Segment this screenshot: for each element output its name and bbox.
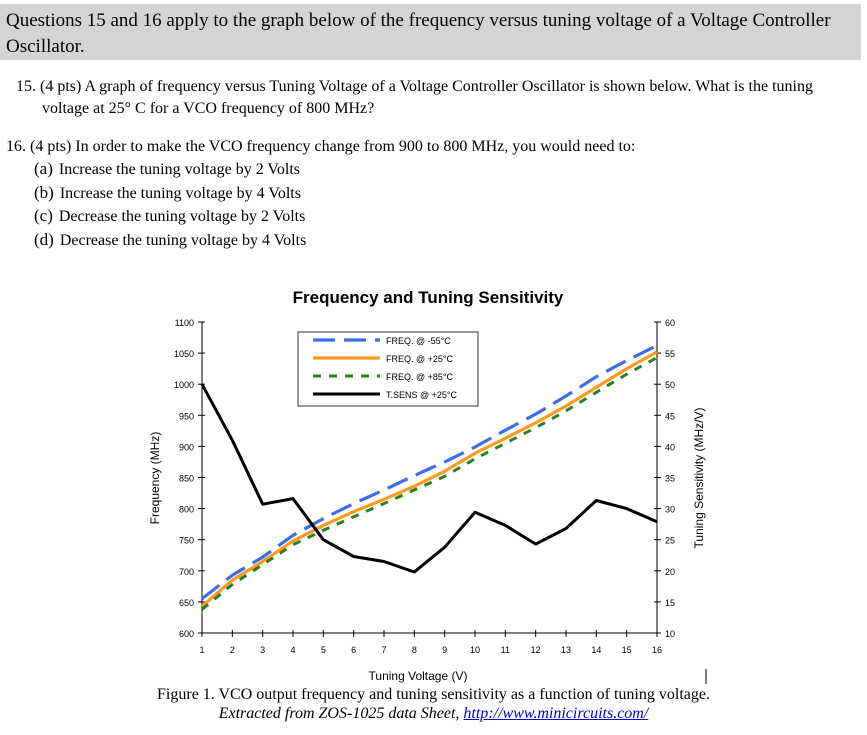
option-b-text: Increase the tuning voltage by 4 Volts bbox=[59, 184, 301, 202]
option-a: (a) Increase the tuning voltage by 2 Volt… bbox=[34, 158, 306, 182]
x-tick-label: 14 bbox=[591, 645, 601, 655]
plot-area: 6006507007508008509009501000105011001015… bbox=[174, 318, 675, 655]
figure-caption: Figure 1. VCO output frequency and tunin… bbox=[157, 686, 710, 703]
y2-tick-label: 20 bbox=[665, 567, 675, 577]
section-header: Questions 15 and 16 apply to the graph b… bbox=[6, 10, 831, 57]
option-b-letter: (b) bbox=[34, 182, 54, 202]
y2-axis-label: Tuning Sensitivity (MHz/V) bbox=[692, 408, 706, 549]
y-tick-label: 1050 bbox=[174, 349, 194, 359]
x-tick-label: 4 bbox=[290, 645, 295, 655]
series-line-3 bbox=[201, 356, 658, 611]
x-tick-label: 8 bbox=[412, 645, 417, 655]
question-16-options: (a) Increase the tuning voltage by 2 Volt… bbox=[34, 158, 306, 253]
y2-tick-label: 60 bbox=[665, 318, 675, 328]
header-highlight bbox=[0, 4, 861, 60]
x-axis-label: Tuning Voltage (V) bbox=[369, 669, 468, 683]
x-tick-label: 12 bbox=[531, 645, 541, 655]
y2-tick-label: 10 bbox=[665, 629, 675, 639]
y2-tick-label: 15 bbox=[665, 598, 675, 608]
y-tick-label: 600 bbox=[179, 629, 194, 639]
option-c: (c) Decrease the tuning voltage by 2 Volt… bbox=[34, 205, 306, 229]
x-tick-label: 16 bbox=[652, 645, 662, 655]
question-15: 15. (4 pts) A graph of frequency versus … bbox=[16, 76, 861, 120]
x-tick-label: 3 bbox=[260, 645, 265, 655]
option-b: (b) Increase the tuning voltage by 4 Volt… bbox=[34, 182, 306, 206]
y2-tick-label: 35 bbox=[665, 474, 675, 484]
option-d-letter: (d) bbox=[34, 230, 54, 250]
vco-chart: Frequency and Tuning Sensitivity 6006507… bbox=[148, 288, 707, 684]
figure-source: Extracted from ZOS-1025 data Sheet, http… bbox=[0, 705, 867, 723]
option-c-text: Decrease the tuning voltage by 2 Volts bbox=[58, 208, 306, 226]
x-tick-label: 1 bbox=[199, 645, 204, 655]
y2-tick-label: 50 bbox=[665, 380, 675, 390]
y-tick-label: 900 bbox=[179, 442, 194, 452]
y2-tick-label: 40 bbox=[665, 442, 675, 452]
legend-label-2: FREQ. @ +25°C bbox=[386, 354, 454, 364]
legend-label-3: FREQ. @ +85°C bbox=[386, 372, 454, 382]
legend-label-4: T.SENS @ +25°C bbox=[386, 390, 458, 400]
y-tick-label: 850 bbox=[179, 474, 194, 484]
series-line-4 bbox=[200, 383, 658, 574]
option-d: (d) Decrease the tuning voltage by 4 Volt… bbox=[34, 229, 306, 253]
option-d-text: Decrease the tuning voltage by 4 Volts bbox=[59, 232, 307, 250]
series-line-2 bbox=[200, 350, 658, 608]
y-tick-label: 700 bbox=[179, 567, 194, 577]
x-tick-label: 7 bbox=[381, 645, 386, 655]
option-a-text: Increase the tuning voltage by 2 Volts bbox=[58, 161, 301, 178]
question-15-line-1: 15. (4 pts) A graph of frequency versus … bbox=[16, 78, 813, 95]
y-tick-label: 950 bbox=[179, 411, 194, 421]
x-tick-label: 9 bbox=[442, 645, 447, 655]
series-line-1 bbox=[201, 344, 658, 601]
source-link[interactable]: http://www.minicircuits.com/ bbox=[463, 705, 649, 722]
y-tick-label: 800 bbox=[179, 505, 194, 515]
legend-label-1: FREQ. @ -55°C bbox=[386, 336, 451, 346]
chart-title: Frequency and Tuning Sensitivity bbox=[293, 288, 564, 307]
y-tick-label: 750 bbox=[179, 536, 194, 546]
x-tick-label: 2 bbox=[230, 645, 235, 655]
y-tick-label: 1000 bbox=[174, 380, 194, 390]
option-a-letter: (a) bbox=[34, 159, 53, 178]
x-tick-label: 10 bbox=[470, 645, 480, 655]
x-tick-label: 6 bbox=[351, 645, 356, 655]
x-tick-label: 5 bbox=[321, 645, 326, 655]
x-tick-label: 11 bbox=[501, 645, 510, 655]
y2-tick-label: 45 bbox=[665, 411, 675, 421]
y2-tick-label: 55 bbox=[665, 349, 675, 359]
x-tick-label: 15 bbox=[622, 645, 632, 655]
question-15-line-2: voltage at 25° C for a VCO frequency of … bbox=[42, 100, 375, 117]
figure-source-prefix: Extracted from ZOS-1025 data Sheet, bbox=[218, 705, 460, 722]
x-tick-label: 13 bbox=[561, 645, 571, 655]
y2-tick-label: 30 bbox=[665, 505, 675, 515]
y-tick-label: 1100 bbox=[175, 318, 194, 328]
y-tick-label: 650 bbox=[179, 598, 194, 608]
y2-tick-label: 25 bbox=[665, 536, 675, 546]
question-16-stem: 16. (4 pts) In order to make the VCO fre… bbox=[6, 138, 636, 155]
option-c-letter: (c) bbox=[34, 206, 53, 226]
y-axis-label: Frequency (MHz) bbox=[148, 432, 162, 525]
